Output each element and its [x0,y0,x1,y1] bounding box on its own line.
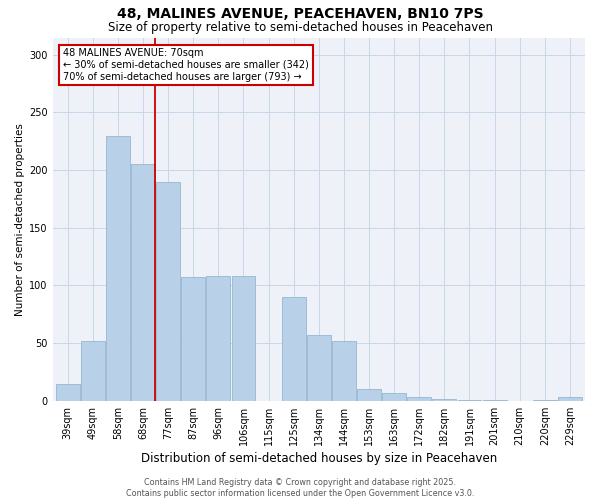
X-axis label: Distribution of semi-detached houses by size in Peacehaven: Distribution of semi-detached houses by … [141,452,497,465]
Bar [533,400,557,401]
Y-axis label: Number of semi-detached properties: Number of semi-detached properties [15,122,25,316]
Bar [56,384,80,401]
Text: 48 MALINES AVENUE: 70sqm
← 30% of semi-detached houses are smaller (342)
70% of : 48 MALINES AVENUE: 70sqm ← 30% of semi-d… [63,48,309,82]
Bar [131,164,155,401]
Bar [106,136,130,401]
Text: Size of property relative to semi-detached houses in Peacehaven: Size of property relative to semi-detach… [107,21,493,34]
Bar [232,276,256,401]
Bar [81,341,105,401]
Bar [458,400,481,401]
Bar [482,400,506,401]
Text: 48, MALINES AVENUE, PEACEHAVEN, BN10 7PS: 48, MALINES AVENUE, PEACEHAVEN, BN10 7PS [116,8,484,22]
Text: Contains HM Land Registry data © Crown copyright and database right 2025.
Contai: Contains HM Land Registry data © Crown c… [126,478,474,498]
Bar [382,392,406,401]
Bar [558,398,582,401]
Bar [181,278,205,401]
Bar [307,335,331,401]
Bar [332,341,356,401]
Bar [357,390,381,401]
Bar [206,276,230,401]
Bar [156,182,180,401]
Bar [433,398,457,401]
Bar [282,297,305,401]
Bar [407,398,431,401]
